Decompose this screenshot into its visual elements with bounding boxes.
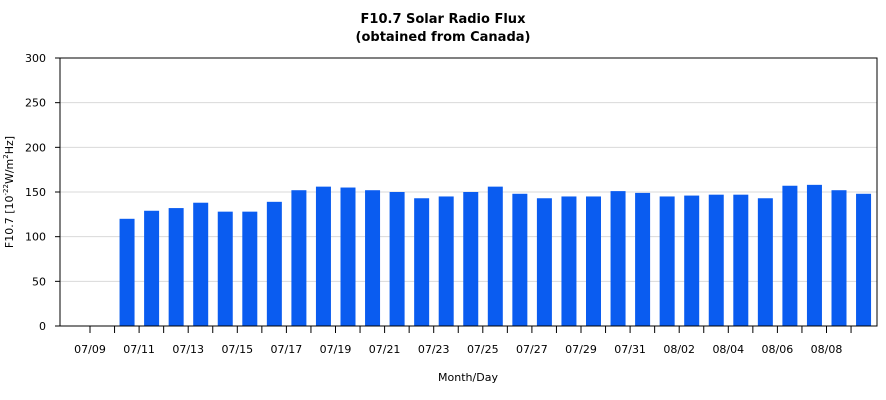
x-tick-label: 07/29 bbox=[565, 343, 597, 356]
bar bbox=[365, 190, 381, 326]
x-tick-label: 07/21 bbox=[369, 343, 401, 356]
x-axis-ticks: 07/09 07/11 07/13 07/15 07/17 07/19 07/21 07/23… bbox=[74, 326, 852, 356]
bar bbox=[733, 194, 749, 326]
x-tick-label: 07/15 bbox=[221, 343, 253, 356]
bar bbox=[635, 192, 651, 326]
y-tick-label: 0 bbox=[39, 320, 46, 333]
bar bbox=[438, 196, 454, 326]
x-tick-label: 07/27 bbox=[516, 343, 548, 356]
bar bbox=[782, 185, 798, 326]
x-tick-label: 07/17 bbox=[271, 343, 303, 356]
bar bbox=[266, 201, 282, 326]
y-axis-label: F10.7 [10-22W/m2Hz] bbox=[2, 136, 16, 248]
bar bbox=[414, 198, 430, 326]
bar bbox=[757, 198, 773, 326]
bar bbox=[168, 208, 184, 326]
y-axis-label-exponent-2: 2 bbox=[2, 154, 10, 158]
bar bbox=[144, 210, 160, 326]
bar bbox=[586, 196, 601, 326]
x-tick-label: 07/13 bbox=[172, 343, 204, 356]
bar bbox=[487, 186, 503, 326]
y-axis-label-suffix: Hz] bbox=[3, 136, 16, 154]
bar bbox=[659, 196, 675, 326]
bar bbox=[463, 192, 479, 326]
x-tick-label: 08/04 bbox=[712, 343, 744, 356]
bar bbox=[708, 194, 724, 326]
y-axis-label-exponent: -22 bbox=[2, 184, 10, 195]
y-tick-label: 150 bbox=[25, 186, 46, 199]
bar bbox=[684, 195, 700, 326]
x-tick-label: 07/31 bbox=[614, 343, 646, 356]
bar bbox=[561, 196, 577, 326]
y-axis-label-prefix: F10.7 [10 bbox=[3, 195, 16, 248]
bar bbox=[831, 190, 847, 326]
y-tick-label: 200 bbox=[25, 141, 46, 154]
x-tick-label: 07/11 bbox=[123, 343, 155, 356]
x-tick-label: 07/19 bbox=[320, 343, 352, 356]
bar bbox=[315, 186, 331, 326]
x-tick-label: 08/02 bbox=[663, 343, 695, 356]
bar bbox=[193, 202, 209, 326]
y-tick-label: 250 bbox=[25, 97, 46, 110]
x-tick-label: 07/25 bbox=[467, 343, 499, 356]
chart-title: F10.7 Solar Radio Flux bbox=[360, 12, 526, 27]
y-axis-ticks: 0 50 100 150 200 250 300 bbox=[25, 52, 60, 333]
y-tick-label: 100 bbox=[25, 231, 46, 244]
y-tick-label: 300 bbox=[25, 52, 46, 65]
y-tick-label: 50 bbox=[32, 275, 46, 288]
bar bbox=[291, 190, 307, 326]
bar bbox=[806, 184, 822, 326]
bar bbox=[856, 193, 872, 326]
chart-subtitle: (obtained from Canada) bbox=[355, 30, 531, 45]
x-tick-label: 08/08 bbox=[811, 343, 843, 356]
x-axis-label: Month/Day bbox=[438, 371, 498, 384]
y-axis-label-unit: W/m bbox=[3, 159, 16, 184]
bar bbox=[340, 187, 356, 326]
bar bbox=[610, 191, 626, 326]
bar bbox=[242, 211, 258, 326]
bar bbox=[512, 193, 528, 326]
bar bbox=[536, 198, 552, 326]
bar bbox=[119, 218, 135, 326]
x-tick-label: 07/09 bbox=[74, 343, 106, 356]
bar bbox=[389, 192, 405, 326]
bar bbox=[217, 211, 233, 326]
x-tick-label: 07/23 bbox=[418, 343, 450, 356]
x-tick-label: 08/06 bbox=[762, 343, 794, 356]
bars bbox=[119, 184, 872, 326]
